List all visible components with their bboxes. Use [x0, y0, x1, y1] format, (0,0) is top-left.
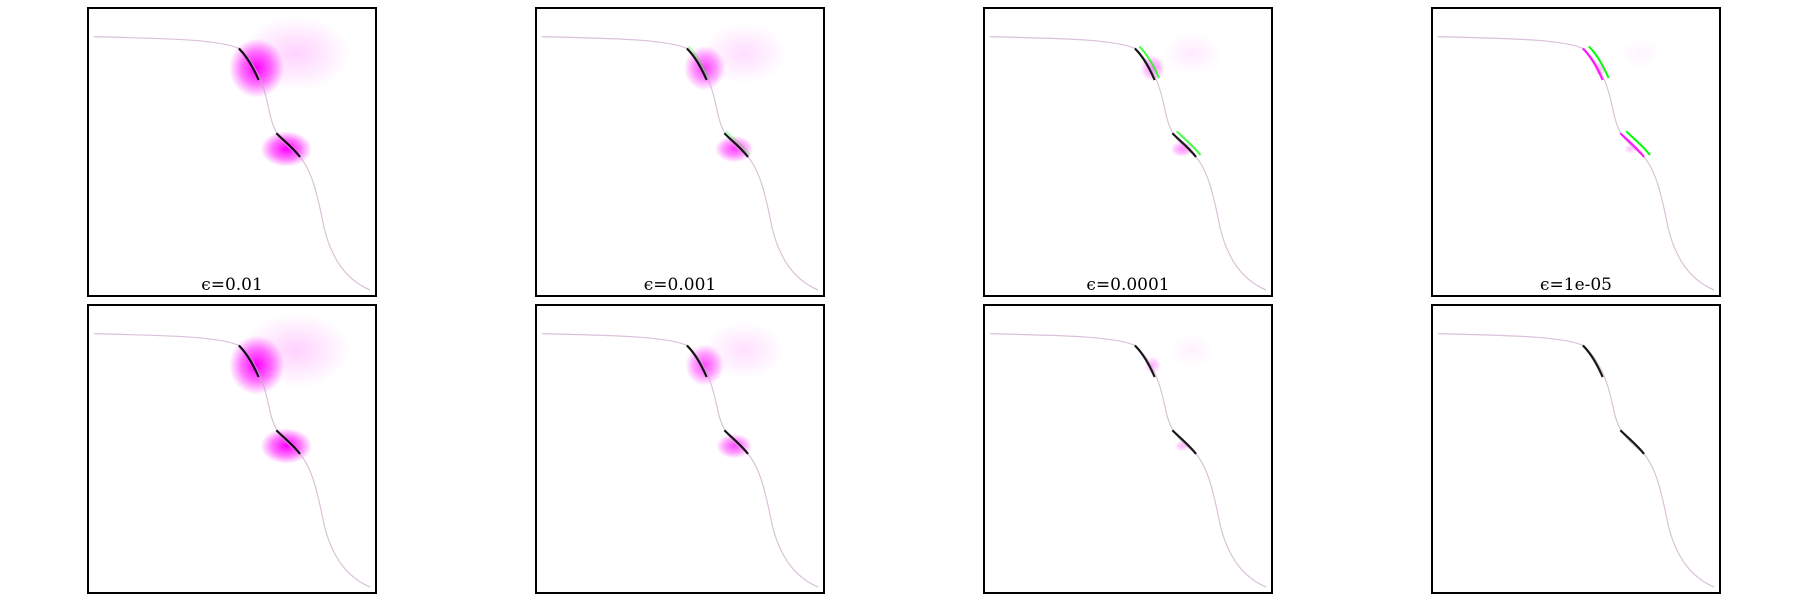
- heatmap-panel-bottom-4: [1431, 304, 1721, 594]
- heatmap-plot: [985, 9, 1271, 295]
- transport-curve: [542, 37, 818, 290]
- epsilon-label: ϵ=1e-05: [1433, 275, 1719, 295]
- transport-curve: [990, 37, 1266, 290]
- background-haze: [1169, 334, 1215, 368]
- heatmap-panel-bottom-3: [983, 304, 1273, 594]
- heatmap-panel-top-2: ϵ=0.001: [535, 7, 825, 297]
- transport-curve: [1438, 37, 1714, 290]
- heatmap-plot: [89, 9, 375, 295]
- heatmap-panel-bottom-1: [87, 304, 377, 594]
- heatmap-panel-bottom-2: [535, 304, 825, 594]
- epsilon-label: ϵ=0.001: [537, 275, 823, 295]
- heatmap-plot: [1433, 306, 1719, 592]
- background-haze: [1162, 32, 1222, 74]
- transport-curve: [542, 334, 818, 587]
- epsilon-label: ϵ=0.0001: [985, 275, 1271, 295]
- magenta-blob-2: [716, 434, 752, 459]
- dark-segment-2: [1620, 430, 1644, 454]
- heatmap-panel-top-3: ϵ=0.0001: [983, 7, 1273, 297]
- transport-curve: [1438, 334, 1714, 587]
- heatmap-plot: [537, 306, 823, 592]
- heatmap-plot: [537, 9, 823, 295]
- heatmap-panel-top-1: ϵ=0.01: [87, 7, 377, 297]
- magenta-blob-2: [261, 131, 312, 167]
- heatmap-plot: [985, 306, 1271, 592]
- background-haze: [1626, 340, 1655, 362]
- transport-curve: [990, 334, 1266, 587]
- magenta-blob-2: [261, 428, 312, 464]
- epsilon-label: ϵ=0.01: [89, 275, 375, 295]
- heatmap-plot: [89, 306, 375, 592]
- background-haze: [1619, 38, 1661, 69]
- heatmap-plot: [1433, 9, 1719, 295]
- heatmap-panel-top-4: ϵ=1e-05: [1431, 7, 1721, 297]
